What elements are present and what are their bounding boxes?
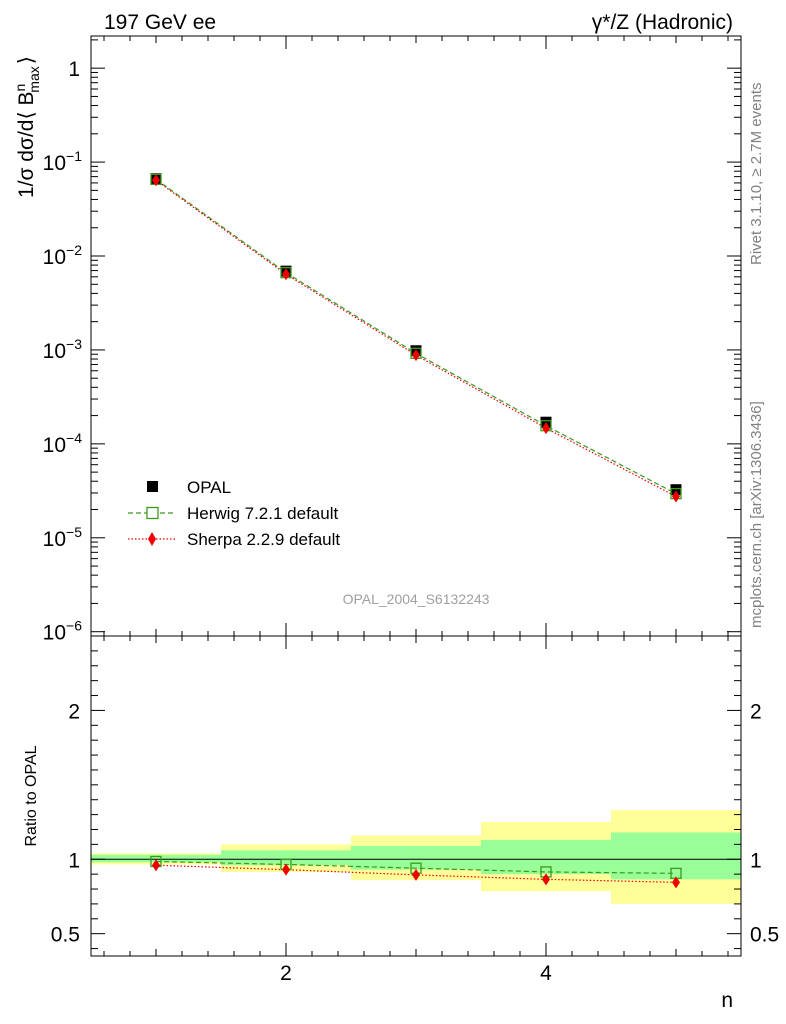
sherpa-ratio-point xyxy=(672,876,680,889)
sherpa-main-line xyxy=(155,179,677,498)
plot-title-right: γ*/Z (Hadronic) xyxy=(592,11,733,34)
ratio-uncertainty-bands xyxy=(91,810,741,904)
sherpa-ratio-point xyxy=(412,868,420,881)
ratio-y-axis-label: Ratio to OPAL xyxy=(23,745,40,846)
legend-label-opal: OPAL xyxy=(187,478,231,497)
ratio-y-tick-label: 0.5 xyxy=(51,924,80,947)
ratio-band-inner xyxy=(351,845,481,870)
ratio-y-tick-label-right: 2 xyxy=(750,700,762,723)
ratio-y-tick-label-right: 0.5 xyxy=(750,924,779,947)
analysis-watermark: OPAL_2004_S6132243 xyxy=(343,591,490,607)
main-y-tick-label: 10−5 xyxy=(43,524,83,551)
mcplots-label: mcplots.cern.ch [arXiv:1306.3436] xyxy=(748,401,765,628)
ratio-y-tick-label: 1 xyxy=(68,849,80,872)
ratio-plot-frame xyxy=(90,635,742,957)
legend-marker-opal xyxy=(147,481,158,492)
ratio-y-tick-label-right: 1 xyxy=(750,849,762,872)
main-y-tick-label: 1 xyxy=(68,58,80,81)
main-y-tick-label: 10−4 xyxy=(43,430,83,457)
legend-label-herwig: Herwig 7.2.1 default xyxy=(187,504,338,523)
ratio-band-inner xyxy=(611,832,741,880)
plot-title-left: 197 GeV ee xyxy=(104,11,216,34)
legend-marker-sherpa xyxy=(148,532,156,546)
sherpa-main-point xyxy=(412,349,420,362)
legend-entry-opal: OPAL xyxy=(147,478,231,497)
herwig-main-line xyxy=(155,178,677,495)
legend-marker-herwig xyxy=(146,506,159,520)
sherpa-ratio-point xyxy=(282,863,290,876)
data-layer xyxy=(150,173,682,889)
rivet-version-label: Rivet 3.1.10, ≥ 2.7M events xyxy=(748,83,765,266)
main-y-tick-label: 10−1 xyxy=(43,148,83,175)
ratio-band-inner xyxy=(221,850,351,866)
main-y-tick-label: 10−6 xyxy=(43,618,83,645)
sherpa-main-point xyxy=(542,422,550,435)
legend: OPAL Herwig 7.2.1 default Sherpa 2.2.9 d… xyxy=(128,478,340,549)
sherpa-main-point xyxy=(672,490,680,503)
x-axis-label: n xyxy=(721,989,733,1012)
legend-label-sherpa: Sherpa 2.2.9 default xyxy=(187,530,340,549)
ratio-band-inner xyxy=(91,854,221,863)
axes-layer: 2 4 1 10−1 10−2 10−3 10−4 10−5 10−6 0.5 0.5 1 1 2 2 xyxy=(43,35,779,985)
sherpa-ratio-point xyxy=(152,859,160,872)
main-y-axis-label: 1/σ dσ/d⟨ Bnmax⟩ xyxy=(12,56,42,198)
sherpa-main-point xyxy=(282,268,290,281)
legend-entry-herwig: Herwig 7.2.1 default xyxy=(128,504,338,523)
main-y-tick-label: 10−2 xyxy=(43,242,83,269)
herwig-ratio-line xyxy=(155,860,677,874)
sherpa-ratio-point xyxy=(542,873,550,886)
opal-data-point xyxy=(670,484,682,496)
main-y-tick-label: 10−3 xyxy=(43,336,83,363)
ratio-y-tick-label: 2 xyxy=(68,700,80,723)
legend-entry-sherpa: Sherpa 2.2.9 default xyxy=(128,530,340,549)
sherpa-main-point xyxy=(152,174,160,187)
ratio-band-inner xyxy=(481,839,611,875)
x-tick-label: 4 xyxy=(540,962,552,985)
x-tick-label: 2 xyxy=(280,962,292,985)
